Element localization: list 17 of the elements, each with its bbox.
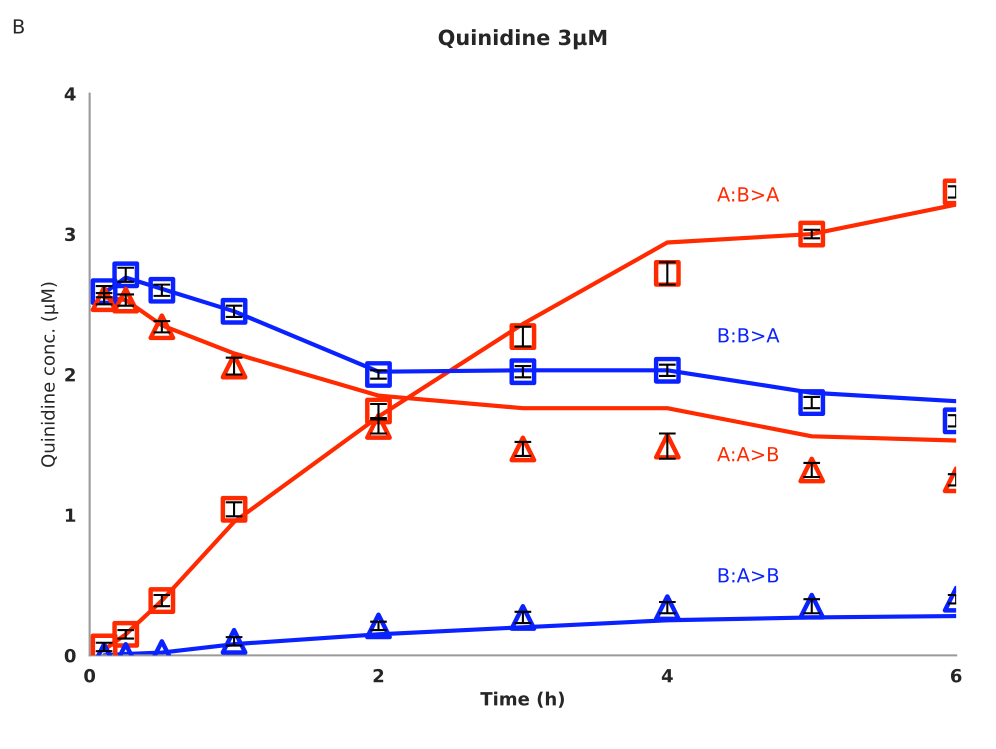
- x-tick-label: 4: [662, 669, 673, 682]
- x-tick-label: 6: [951, 668, 962, 683]
- series-label: A:B>A: [717, 187, 780, 202]
- series-label: B:B>A: [718, 328, 780, 342]
- series-label: B:A>B: [718, 568, 778, 582]
- y-tick-label: 2: [65, 368, 75, 382]
- series-label: A:A>B: [717, 447, 778, 462]
- text: B: [14, 19, 24, 34]
- y-tick-label: 1: [66, 508, 76, 522]
- y-tick-label: 0: [64, 648, 76, 662]
- x-tick-label: 2: [374, 668, 384, 682]
- y-tick-label: 3: [65, 228, 76, 242]
- x-tick-label: 0: [84, 668, 96, 683]
- y-tick-label: 4: [64, 87, 76, 100]
- chart-title: Quinidine 3µM: [438, 29, 606, 50]
- x-axis-title: Time (h): [480, 692, 564, 708]
- y-axis-title: Quinidine conc. (µM): [40, 282, 58, 467]
